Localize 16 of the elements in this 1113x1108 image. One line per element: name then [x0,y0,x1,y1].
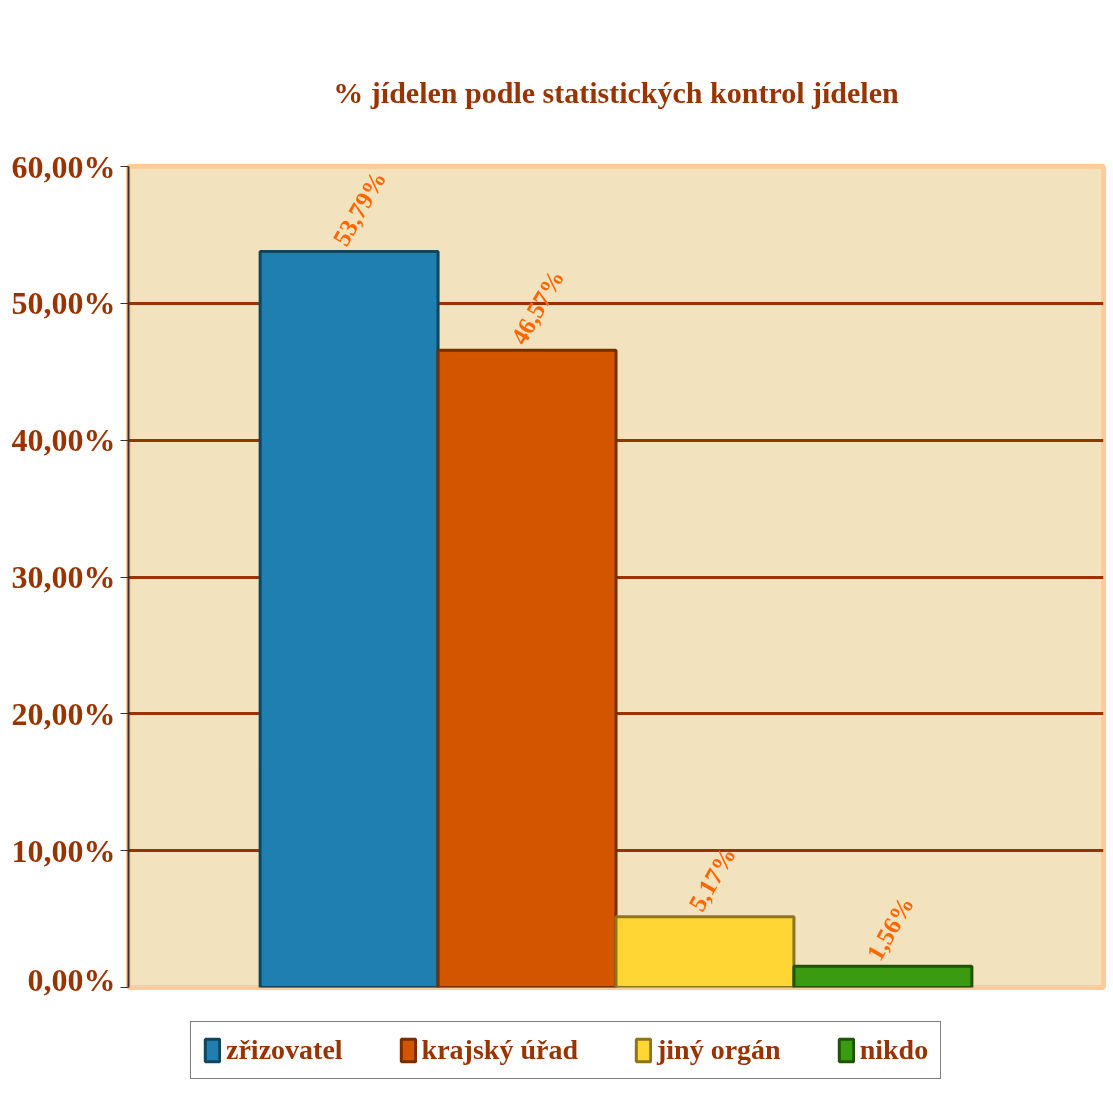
legend-label: nikdo [859,1034,929,1066]
chart-title: % jídelen podle statistických kontrol jídelen [333,75,899,109]
y-tick-label: 10,00% [11,832,116,869]
legend-label: jiný orgán [656,1034,781,1066]
y-tick-label: 0,00% [27,961,116,998]
y-tick-label: 50,00% [11,285,116,322]
y-tick-label: 30,00% [11,559,116,595]
bar [436,348,618,988]
y-tick-label: 60,00% [11,148,116,185]
bar [792,964,974,988]
bar [258,249,440,988]
y-tick-label: 40,00% [11,422,116,459]
y-tick-label: 20,00% [11,695,116,732]
legend-label: zřizovatel [226,1034,343,1066]
bar [614,915,796,988]
legend-label: krajský úřad [421,1034,578,1066]
